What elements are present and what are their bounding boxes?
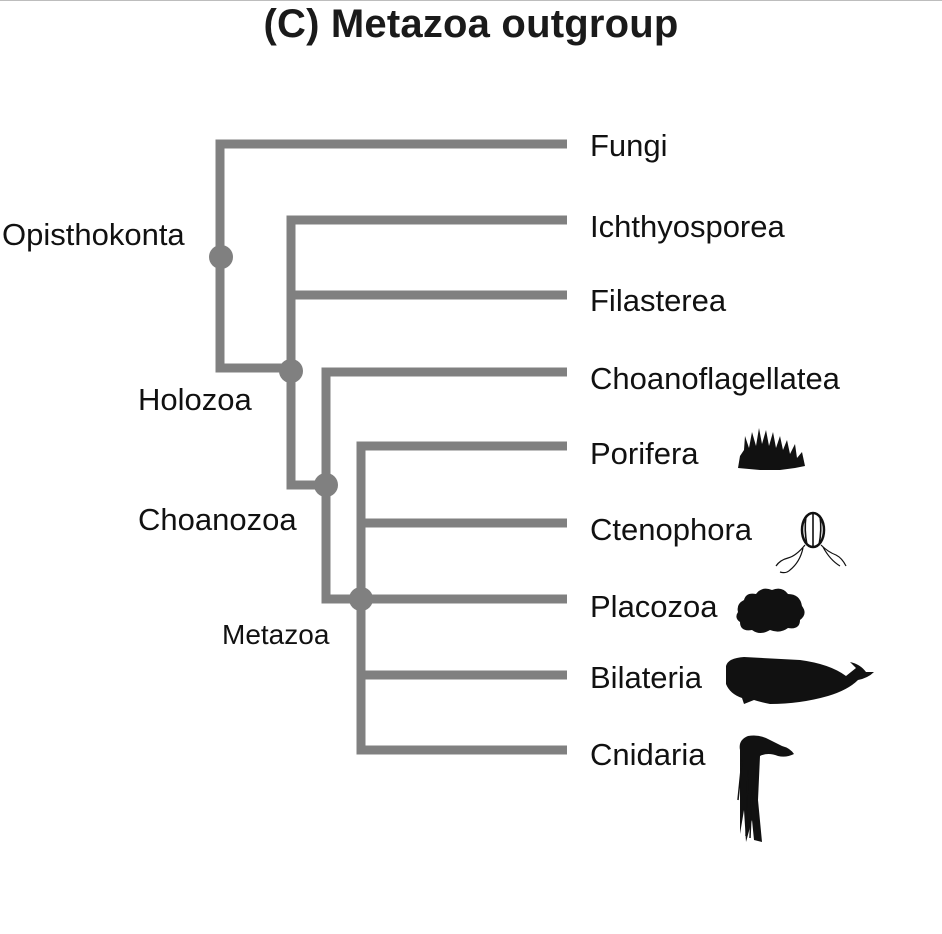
- tree-branches: [215, 139, 567, 755]
- clade-label-choanozoa: Choanozoa: [138, 502, 297, 537]
- node-metazoa: [349, 587, 373, 611]
- node-holozoa: [279, 359, 303, 383]
- sea-anemone-icon: [737, 735, 794, 842]
- comb-jelly-icon: [775, 511, 847, 574]
- tree-nodes: [209, 245, 373, 611]
- taxon-label-placozoa: Placozoa: [590, 589, 718, 624]
- branch-holozoa: [286, 215, 567, 490]
- clade-label-holozoa: Holozoa: [138, 382, 252, 417]
- taxon-label-choanoflagellatea: Choanoflagellatea: [590, 361, 841, 396]
- clade-label-opisthokonta: Opisthokonta: [2, 217, 185, 252]
- node-choanozoa: [314, 473, 338, 497]
- clade-label-metazoa: Metazoa: [222, 619, 330, 650]
- taxon-label-fungi: Fungi: [590, 128, 668, 163]
- whale-icon: [726, 657, 874, 704]
- figure-title: (C) Metazoa outgroup: [263, 2, 679, 46]
- taxon-label-porifera: Porifera: [590, 436, 699, 471]
- node-opisthokonta: [209, 245, 233, 269]
- placozoan-icon: [736, 588, 805, 633]
- taxon-label-bilateria: Bilateria: [590, 660, 703, 695]
- taxon-label-filasterea: Filasterea: [590, 283, 727, 318]
- taxon-label-ichthyosporea: Ichthyosporea: [590, 209, 785, 244]
- sponge-icon: [738, 428, 805, 470]
- branch-opisthokonta: [215, 139, 567, 373]
- taxon-label-cnidaria: Cnidaria: [590, 737, 706, 772]
- top-border: [0, 0, 942, 1]
- taxon-label-ctenophora: Ctenophora: [590, 512, 753, 547]
